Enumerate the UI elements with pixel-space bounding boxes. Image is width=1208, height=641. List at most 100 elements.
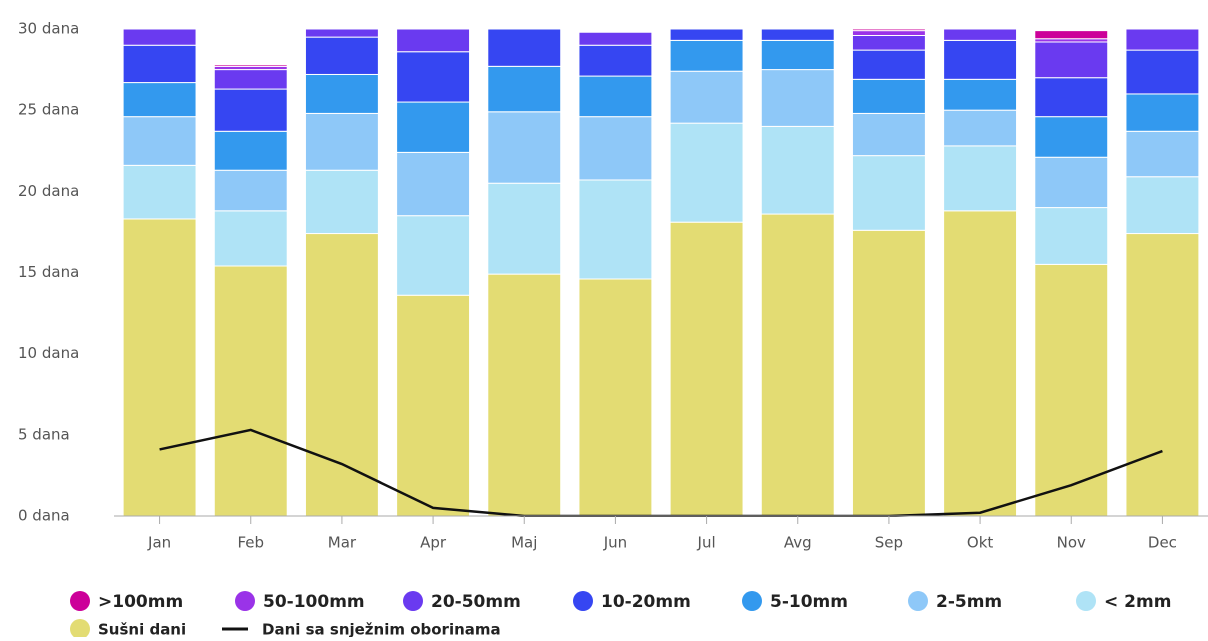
bar-segment [1125,176,1200,235]
bar-segment [487,182,562,275]
bar-segment [1034,207,1109,265]
bar-segment [396,294,471,517]
bar-segment [487,29,562,67]
bar-segment [578,179,653,280]
bar-segment [669,39,744,72]
x-tick-label: Mar [328,534,357,552]
x-tick-label: Sep [875,534,903,552]
bar-segment [669,122,744,223]
bar-segment [213,169,288,212]
bar-segment [851,29,926,32]
bar-segment [122,218,197,517]
legend-marker [70,619,90,639]
bar-segment [122,116,197,166]
bar-segment [1125,93,1200,132]
bar-segment [760,69,835,127]
x-tick-label: Jun [603,534,627,552]
bar-segment [851,30,926,36]
bar-segment [760,125,835,215]
bar-segment [1125,233,1200,517]
bar-segment [487,273,562,517]
legend-label: >100mm [98,592,183,612]
legend-marker [235,591,255,611]
bar-segment [487,65,562,113]
legend-label: Dani sa snježnim oborinama [262,621,501,638]
legend-marker [403,591,423,611]
x-tick-label: Feb [237,534,264,552]
bar-segment [396,29,471,53]
bar-segment [943,145,1018,212]
legend-label: 10-20mm [601,592,691,612]
legend-label: 20-50mm [431,592,521,612]
bar-segment [396,101,471,153]
y-tick-label: 20 dana [18,182,79,200]
bar-segment [1034,263,1109,517]
legend-marker [1076,591,1096,611]
bar-segment [304,112,379,171]
legend-marker [70,591,90,611]
bar-segment [851,78,926,114]
bar-segment [122,82,197,118]
y-tick-label: 30 dana [18,20,79,38]
bar-segment [213,210,288,267]
bar-segment [304,36,379,75]
bar-segment [213,64,288,67]
bar-segment [1125,130,1200,178]
bar-segment [1125,49,1200,95]
y-tick-label: 25 dana [18,101,79,119]
x-tick-label: Apr [420,534,447,552]
y-tick-label: 5 dana [18,425,70,443]
x-tick-label: Dec [1148,534,1177,552]
bar-segment [304,233,379,517]
bar-segment [578,278,653,517]
bar-segment [122,44,197,84]
bar-segment [213,88,288,132]
bar-segment [943,39,1018,80]
bar-segment [851,49,926,80]
bar-segment [122,164,197,220]
bar-segment [213,69,288,90]
bar-segment [760,29,835,41]
bar-segment [396,51,471,103]
bar-segment [760,213,835,517]
x-tick-label: Avg [784,534,812,552]
bar-segment [304,29,379,38]
legend-label: Sušni dani [98,621,186,638]
bar-segment [213,130,288,171]
bar-segment [1034,77,1109,118]
legend-label: < 2mm [1104,592,1171,612]
bar-segment [851,112,926,157]
y-tick-label: 10 dana [18,344,79,362]
bar-segment [851,34,926,51]
bar-segment [851,155,926,231]
x-tick-label: Jul [697,534,716,552]
bar-segment [578,44,653,77]
bar-segment [943,29,1018,41]
bar-segment [669,70,744,124]
bar-segment [1125,29,1200,51]
legend-label: 2-5mm [936,592,1002,612]
legend-label: 50-100mm [263,592,365,612]
bar-segment [851,229,926,517]
bar-segment [669,29,744,41]
x-tick-label: Okt [967,534,993,552]
legend-marker [908,591,928,611]
bar-segment [669,221,744,517]
bar-segment [122,29,197,46]
bar-segment [396,151,471,217]
legend-marker [742,591,762,611]
y-tick-label: 0 dana [18,507,70,525]
bar-segment [304,73,379,114]
legend-label: 5-10mm [770,592,848,612]
bar-segment [213,265,288,517]
bar-segment [1034,30,1109,40]
x-tick-label: Jan [147,534,171,552]
bar-segment [487,111,562,184]
x-tick-label: Maj [511,534,537,552]
bar-segment [1034,156,1109,209]
bar-segment [396,215,471,296]
y-tick-label: 15 dana [18,263,79,281]
bar-segment [578,31,653,46]
bar-segment [304,169,379,235]
